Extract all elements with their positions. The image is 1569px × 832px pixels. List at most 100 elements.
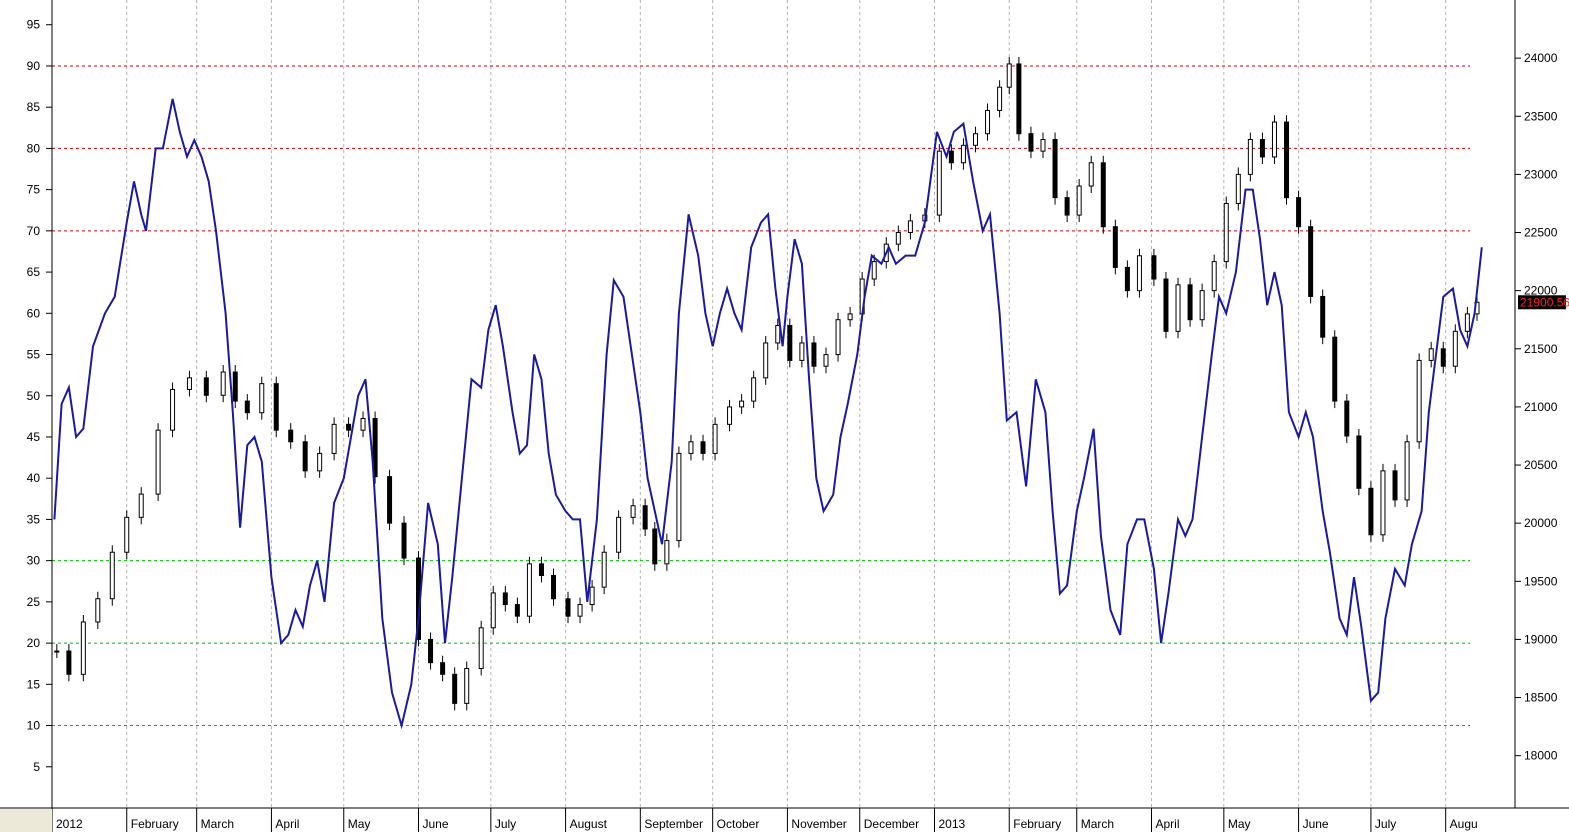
candle-body [948,150,954,164]
candle-body [1235,173,1241,204]
candle-body [259,383,265,414]
candle-body [331,423,337,454]
candle-body [1284,121,1290,199]
candle-body [95,598,101,623]
last-price-box [1518,295,1566,310]
x-tick-label: March [1081,817,1114,831]
candle-body [823,354,829,367]
candle-body [985,109,991,135]
candle-body [1440,348,1446,367]
candle-body [551,574,557,600]
candle-body [1271,121,1277,158]
candle-body [642,505,648,530]
x-tick-label: April [1156,817,1180,831]
right-y-tick-label: 23500 [1524,109,1558,123]
candle-body [664,540,670,565]
candle-body [1100,162,1106,228]
candle-body [936,150,942,216]
x-tick-label: June [1303,817,1329,831]
axis-corner [0,809,52,832]
candle-body [317,452,323,472]
candle-body [811,342,817,367]
x-tick-label: 2012 [56,817,83,831]
candle-body [1368,487,1374,536]
left-y-tick-label: 5 [33,760,40,774]
candle-body [232,371,238,402]
candle-body [346,423,352,431]
candle-body [1332,336,1338,402]
oscillator-line [53,98,1483,730]
candle-body [1259,139,1265,158]
candle-body [1464,313,1470,332]
x-tick-label: April [275,817,299,831]
oscillator-line-series [53,98,1483,730]
candle-body [1028,133,1034,152]
candle-body [273,383,279,431]
right-y-tick-label: 21500 [1524,342,1558,356]
left-y-tick-label: 95 [27,18,41,32]
x-tick-label: November [791,817,846,831]
right-y-tick-label: 18500 [1524,691,1558,705]
left-y-tick-label: 85 [27,100,41,114]
candle-body [1040,139,1046,152]
candle-body [1187,284,1193,321]
candle-body [244,400,250,414]
x-tick-label: July [495,817,516,831]
candle-body [1247,139,1253,175]
candle-body [799,342,805,361]
candle-body [1064,197,1070,216]
candle-body [1356,435,1362,489]
candle-body [589,586,595,606]
candle-body [577,604,583,617]
candle-body [1404,441,1410,501]
candle-body [763,342,769,379]
candle-body [676,452,682,542]
x-tick-label: December [864,817,919,831]
candle-body [387,476,393,524]
right-y-tick-label: 19000 [1524,632,1558,646]
x-tick-label: October [717,817,760,831]
candle-body [688,441,694,454]
right-y-tick-label: 20500 [1524,458,1558,472]
candle-body [1380,470,1386,536]
left-y-tick-label: 50 [27,389,41,403]
candle-body [1344,400,1350,437]
left-y-tick-label: 80 [27,141,41,155]
candle-body [1392,470,1398,501]
left-y-tick-label: 75 [27,183,41,197]
left-y-tick-label: 20 [27,636,41,650]
candle-body [401,522,407,559]
candle-body [1416,359,1422,443]
right-y-tick-label: 23000 [1524,167,1558,181]
candle-body [155,429,161,495]
right-y-tick-label: 20000 [1524,516,1558,530]
candle-body [452,673,458,704]
candle-body [775,325,781,344]
candle-body [1016,63,1022,135]
candle-body [1223,202,1229,263]
candle-body [1452,330,1458,367]
reference-lines [52,65,1470,727]
candle-body [1211,261,1217,292]
left-y-tick-label: 45 [27,430,41,444]
candle-body [203,377,209,396]
candle-body [907,220,913,234]
ohlc-price-series [54,56,1480,711]
x-tick-label: May [348,817,371,831]
right-y-tick-label: 24000 [1524,51,1558,65]
candle-body [372,418,378,478]
candle-body [1124,266,1130,292]
left-y-tick-label: 55 [27,348,41,362]
x-tick-label: February [1013,817,1061,831]
candle-body [302,441,308,472]
x-tick-label: February [131,817,179,831]
candle-body [66,650,72,675]
candle-body [138,493,144,518]
left-y-tick-label: 15 [27,677,41,691]
grid-layer [126,0,1447,808]
x-tick-label: Augu [1450,817,1478,831]
candle-body [1199,290,1205,321]
last-price-label: 21900.56 [1520,295,1569,309]
candle-body [109,551,115,600]
